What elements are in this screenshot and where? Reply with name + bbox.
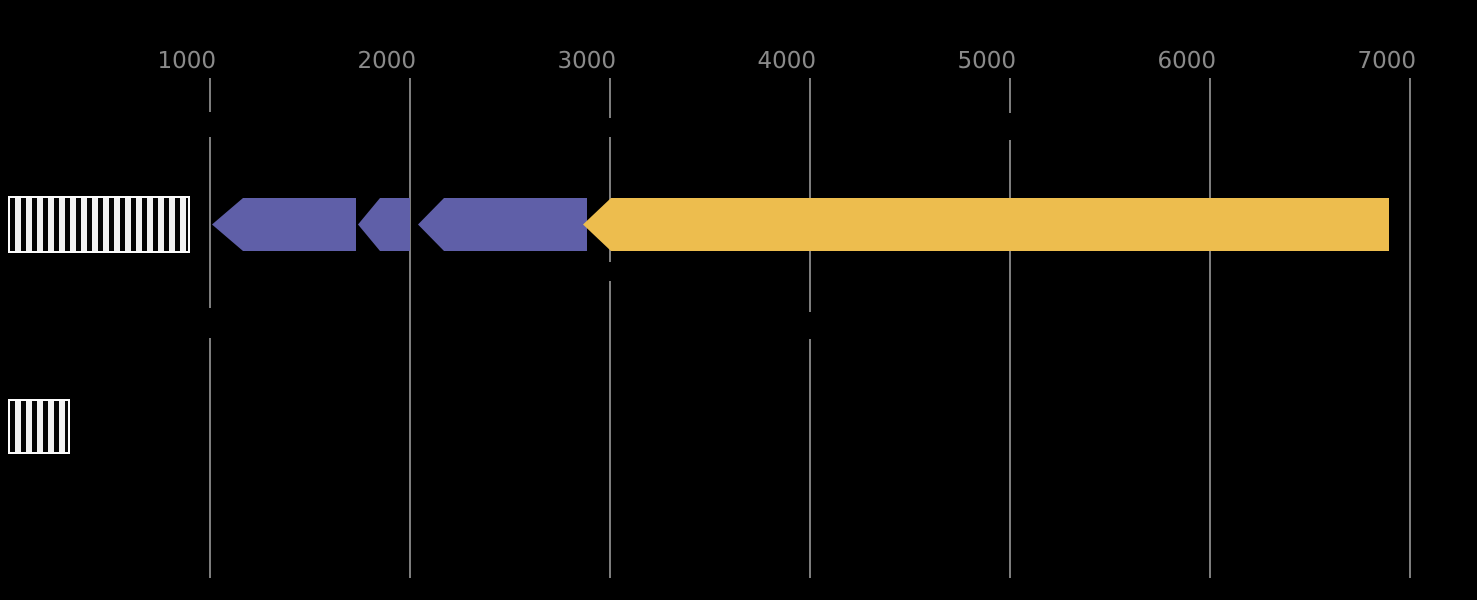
gene-arrow-purple-3 — [418, 198, 587, 251]
hidden-label-occlusion — [203, 308, 216, 338]
tick-label-6000: 6000 — [1157, 48, 1216, 74]
hidden-label-occlusion — [603, 118, 616, 137]
tick-label-5000: 5000 — [957, 48, 1016, 74]
gene-arrow-purple-1 — [212, 198, 356, 251]
tick-label-1000: 1000 — [157, 48, 216, 74]
hidden-label-occlusion — [603, 262, 616, 281]
gene-arrow-purple-2 — [358, 198, 410, 251]
hatched-feature-track1 — [8, 196, 190, 253]
tick-label-4000: 4000 — [757, 48, 816, 74]
gridline-5000 — [1009, 78, 1011, 578]
tick-label-2000: 2000 — [357, 48, 416, 74]
hatched-feature-track2 — [8, 399, 70, 454]
gene-arrow-yellow — [583, 198, 1389, 251]
gridline-3000 — [609, 78, 611, 578]
gridline-6000 — [1209, 78, 1211, 578]
gridline-7000 — [1409, 78, 1411, 578]
hidden-label-occlusion — [803, 312, 816, 339]
tick-label-7000: 7000 — [1357, 48, 1416, 74]
hidden-label-occlusion — [1003, 113, 1016, 140]
hidden-label-occlusion — [203, 112, 216, 137]
tick-label-3000: 3000 — [557, 48, 616, 74]
gridline-2000 — [409, 78, 411, 578]
